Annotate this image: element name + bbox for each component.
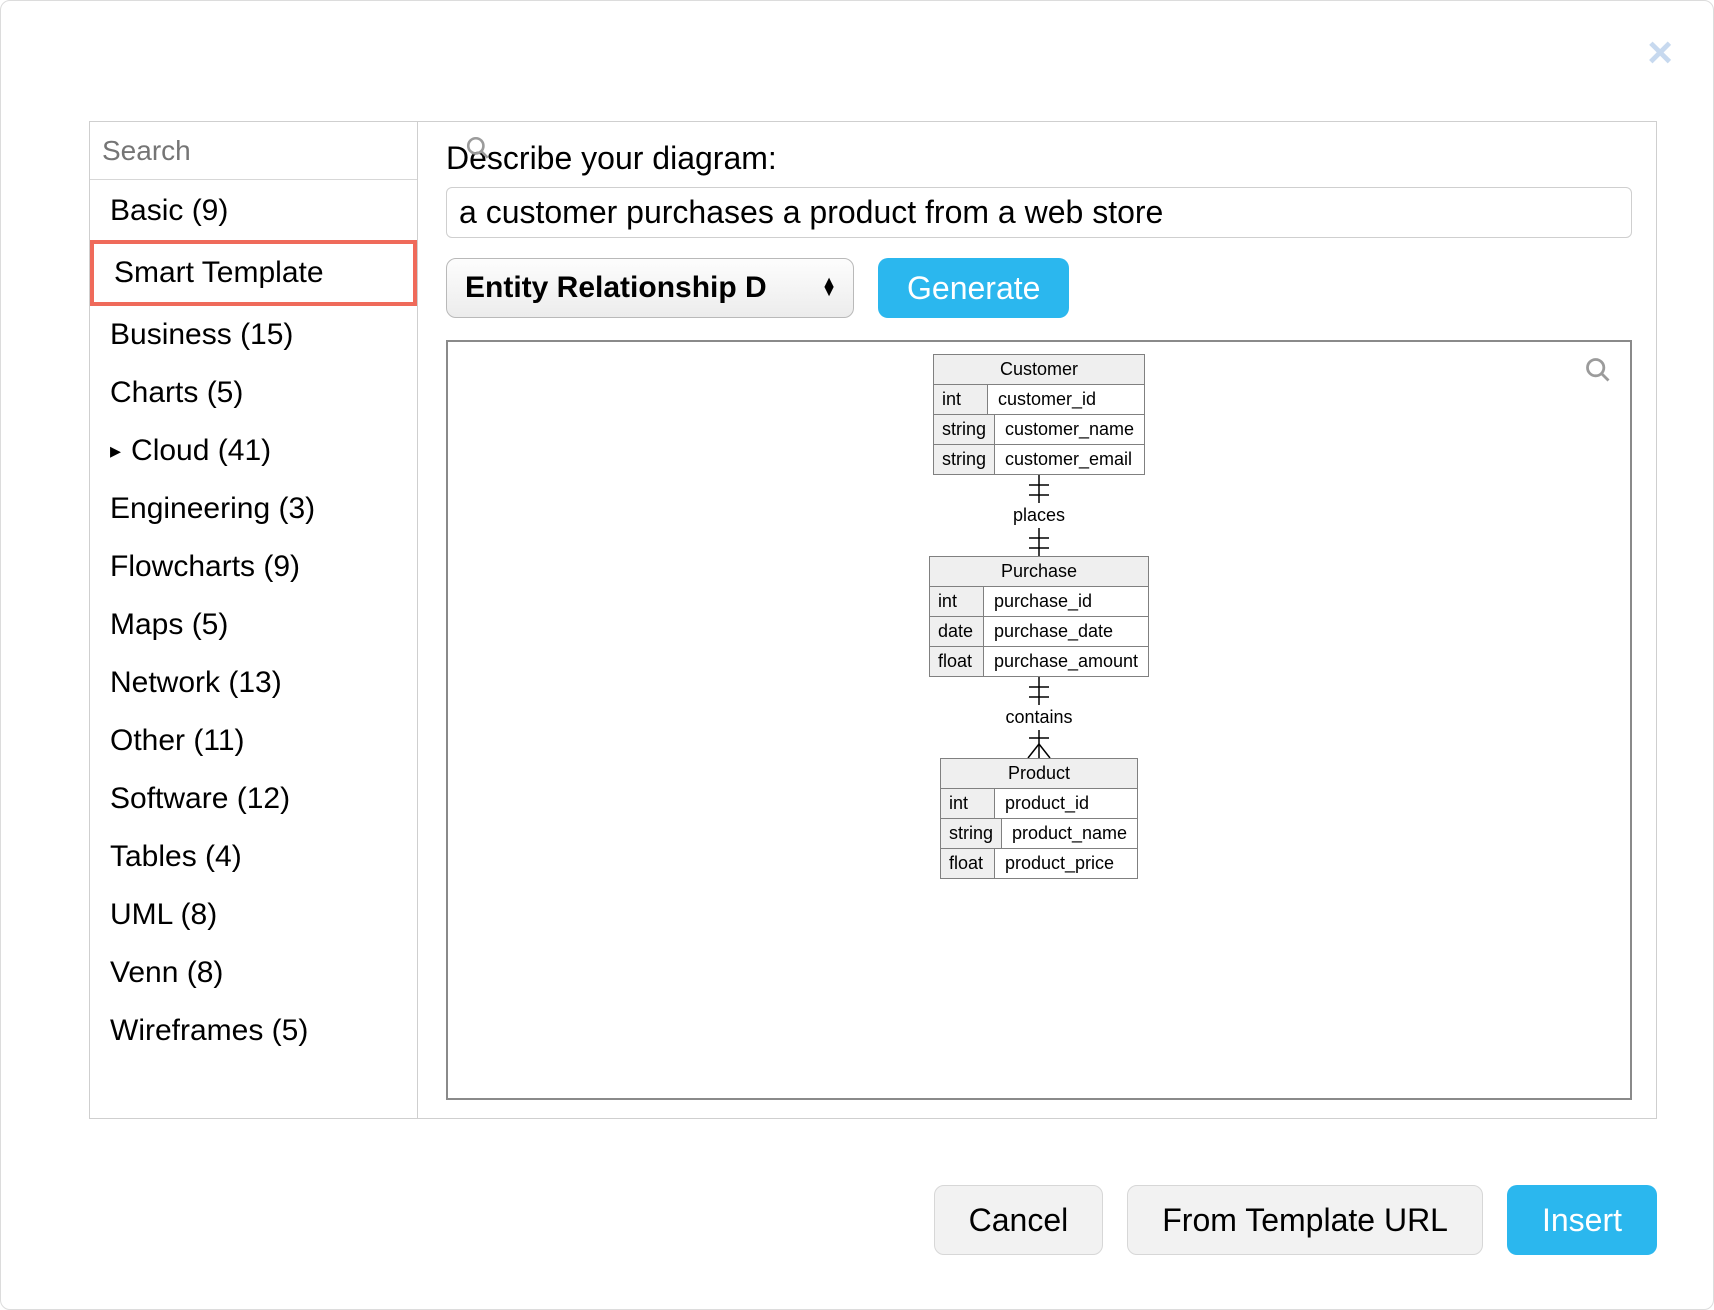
entity-title: Customer (934, 355, 1144, 385)
attr-name: customer_name (995, 415, 1144, 444)
sidebar-item-tables-4[interactable]: Tables (4) (90, 828, 417, 886)
entity-attr-row: stringcustomer_name (934, 414, 1144, 444)
entity-attr-row: datepurchase_date (930, 616, 1148, 646)
sidebar-item-venn-8[interactable]: Venn (8) (90, 944, 417, 1002)
entity-attr-row: intpurchase_id (930, 587, 1148, 616)
attr-type: float (941, 849, 995, 878)
dialog-body: Basic (9)Smart TemplateBusiness (15)Char… (89, 121, 1657, 1119)
sidebar-item-charts-5[interactable]: Charts (5) (90, 364, 417, 422)
relationship-one-icon (1024, 475, 1054, 503)
attr-name: purchase_id (984, 587, 1102, 616)
entity-attr-row: intproduct_id (941, 789, 1137, 818)
diagram-preview: Customerintcustomer_idstringcustomer_nam… (446, 340, 1632, 1100)
entity-attr-row: stringproduct_name (941, 818, 1137, 848)
attr-name: customer_email (995, 445, 1142, 474)
sidebar-item-basic-9[interactable]: Basic (9) (90, 182, 417, 240)
close-icon[interactable]: × (1647, 31, 1673, 75)
sidebar-item-smart-template[interactable]: Smart Template (90, 240, 417, 306)
sidebar-item-maps-5[interactable]: Maps (5) (90, 596, 417, 654)
entity-attr-row: floatpurchase_amount (930, 646, 1148, 676)
sidebar-item-software-12[interactable]: Software (12) (90, 770, 417, 828)
search-row (90, 122, 417, 180)
attr-name: purchase_amount (984, 647, 1148, 676)
entity-title: Purchase (930, 557, 1148, 587)
attr-type: int (930, 587, 984, 616)
diagram-type-value: Entity Relationship D (465, 271, 767, 305)
prompt-input[interactable] (446, 187, 1632, 238)
magnify-icon[interactable] (1584, 356, 1612, 389)
attr-type: string (934, 445, 995, 474)
diagram-type-select[interactable]: Entity Relationship D ▲▼ (446, 258, 854, 318)
entity-attr-row: floatproduct_price (941, 848, 1137, 878)
entity-product: Productintproduct_idstringproduct_namefl… (940, 758, 1138, 879)
entity-title: Product (941, 759, 1137, 789)
attr-type: string (934, 415, 995, 444)
category-list[interactable]: Basic (9)Smart TemplateBusiness (15)Char… (90, 180, 417, 1118)
relationship-many-icon (1024, 730, 1054, 758)
sidebar: Basic (9)Smart TemplateBusiness (15)Char… (90, 122, 418, 1118)
prompt-label: Describe your diagram: (446, 140, 1632, 177)
relationship-one-icon (1024, 528, 1054, 556)
attr-type: float (930, 647, 984, 676)
main-pane: Describe your diagram: Entity Relationsh… (418, 122, 1656, 1118)
controls-row: Entity Relationship D ▲▼ Generate (446, 258, 1632, 318)
relationship-one-icon (1024, 677, 1054, 705)
dialog-footer: Cancel From Template URL Insert (934, 1185, 1657, 1255)
sidebar-item-engineering-3[interactable]: Engineering (3) (90, 480, 417, 538)
sidebar-item-wireframes-5[interactable]: Wireframes (5) (90, 1002, 417, 1060)
attr-type: int (941, 789, 995, 818)
attr-type: string (941, 819, 1002, 848)
entity-customer: Customerintcustomer_idstringcustomer_nam… (933, 354, 1145, 475)
template-dialog: × Basic (9)Smart TemplateBusiness (15)Ch… (0, 0, 1714, 1310)
relationship-places: places (1013, 475, 1065, 556)
sidebar-item-business-15[interactable]: Business (15) (90, 306, 417, 364)
search-icon[interactable] (465, 135, 491, 166)
sidebar-item-flowcharts-9[interactable]: Flowcharts (9) (90, 538, 417, 596)
insert-button[interactable]: Insert (1507, 1185, 1657, 1255)
sidebar-item-cloud-41[interactable]: Cloud (41) (90, 422, 417, 480)
attr-name: product_name (1002, 819, 1137, 848)
stepper-icon: ▲▼ (821, 279, 837, 297)
entity-attr-row: stringcustomer_email (934, 444, 1144, 474)
attr-name: product_price (995, 849, 1124, 878)
sidebar-item-other-11[interactable]: Other (11) (90, 712, 417, 770)
attr-type: int (934, 385, 988, 414)
erd-diagram: Customerintcustomer_idstringcustomer_nam… (924, 354, 1154, 879)
generate-button[interactable]: Generate (878, 258, 1069, 318)
cancel-button[interactable]: Cancel (934, 1185, 1104, 1255)
attr-name: customer_id (988, 385, 1106, 414)
attr-name: product_id (995, 789, 1099, 818)
sidebar-item-network-13[interactable]: Network (13) (90, 654, 417, 712)
entity-attr-row: intcustomer_id (934, 385, 1144, 414)
relationship-contains: contains (1005, 677, 1072, 758)
sidebar-item-uml-8[interactable]: UML (8) (90, 886, 417, 944)
relationship-label: places (1013, 503, 1065, 528)
attr-name: purchase_date (984, 617, 1123, 646)
search-input[interactable] (100, 134, 465, 168)
from-template-url-button[interactable]: From Template URL (1127, 1185, 1483, 1255)
attr-type: date (930, 617, 984, 646)
relationship-label: contains (1005, 705, 1072, 730)
entity-purchase: Purchaseintpurchase_iddatepurchase_datef… (929, 556, 1149, 677)
